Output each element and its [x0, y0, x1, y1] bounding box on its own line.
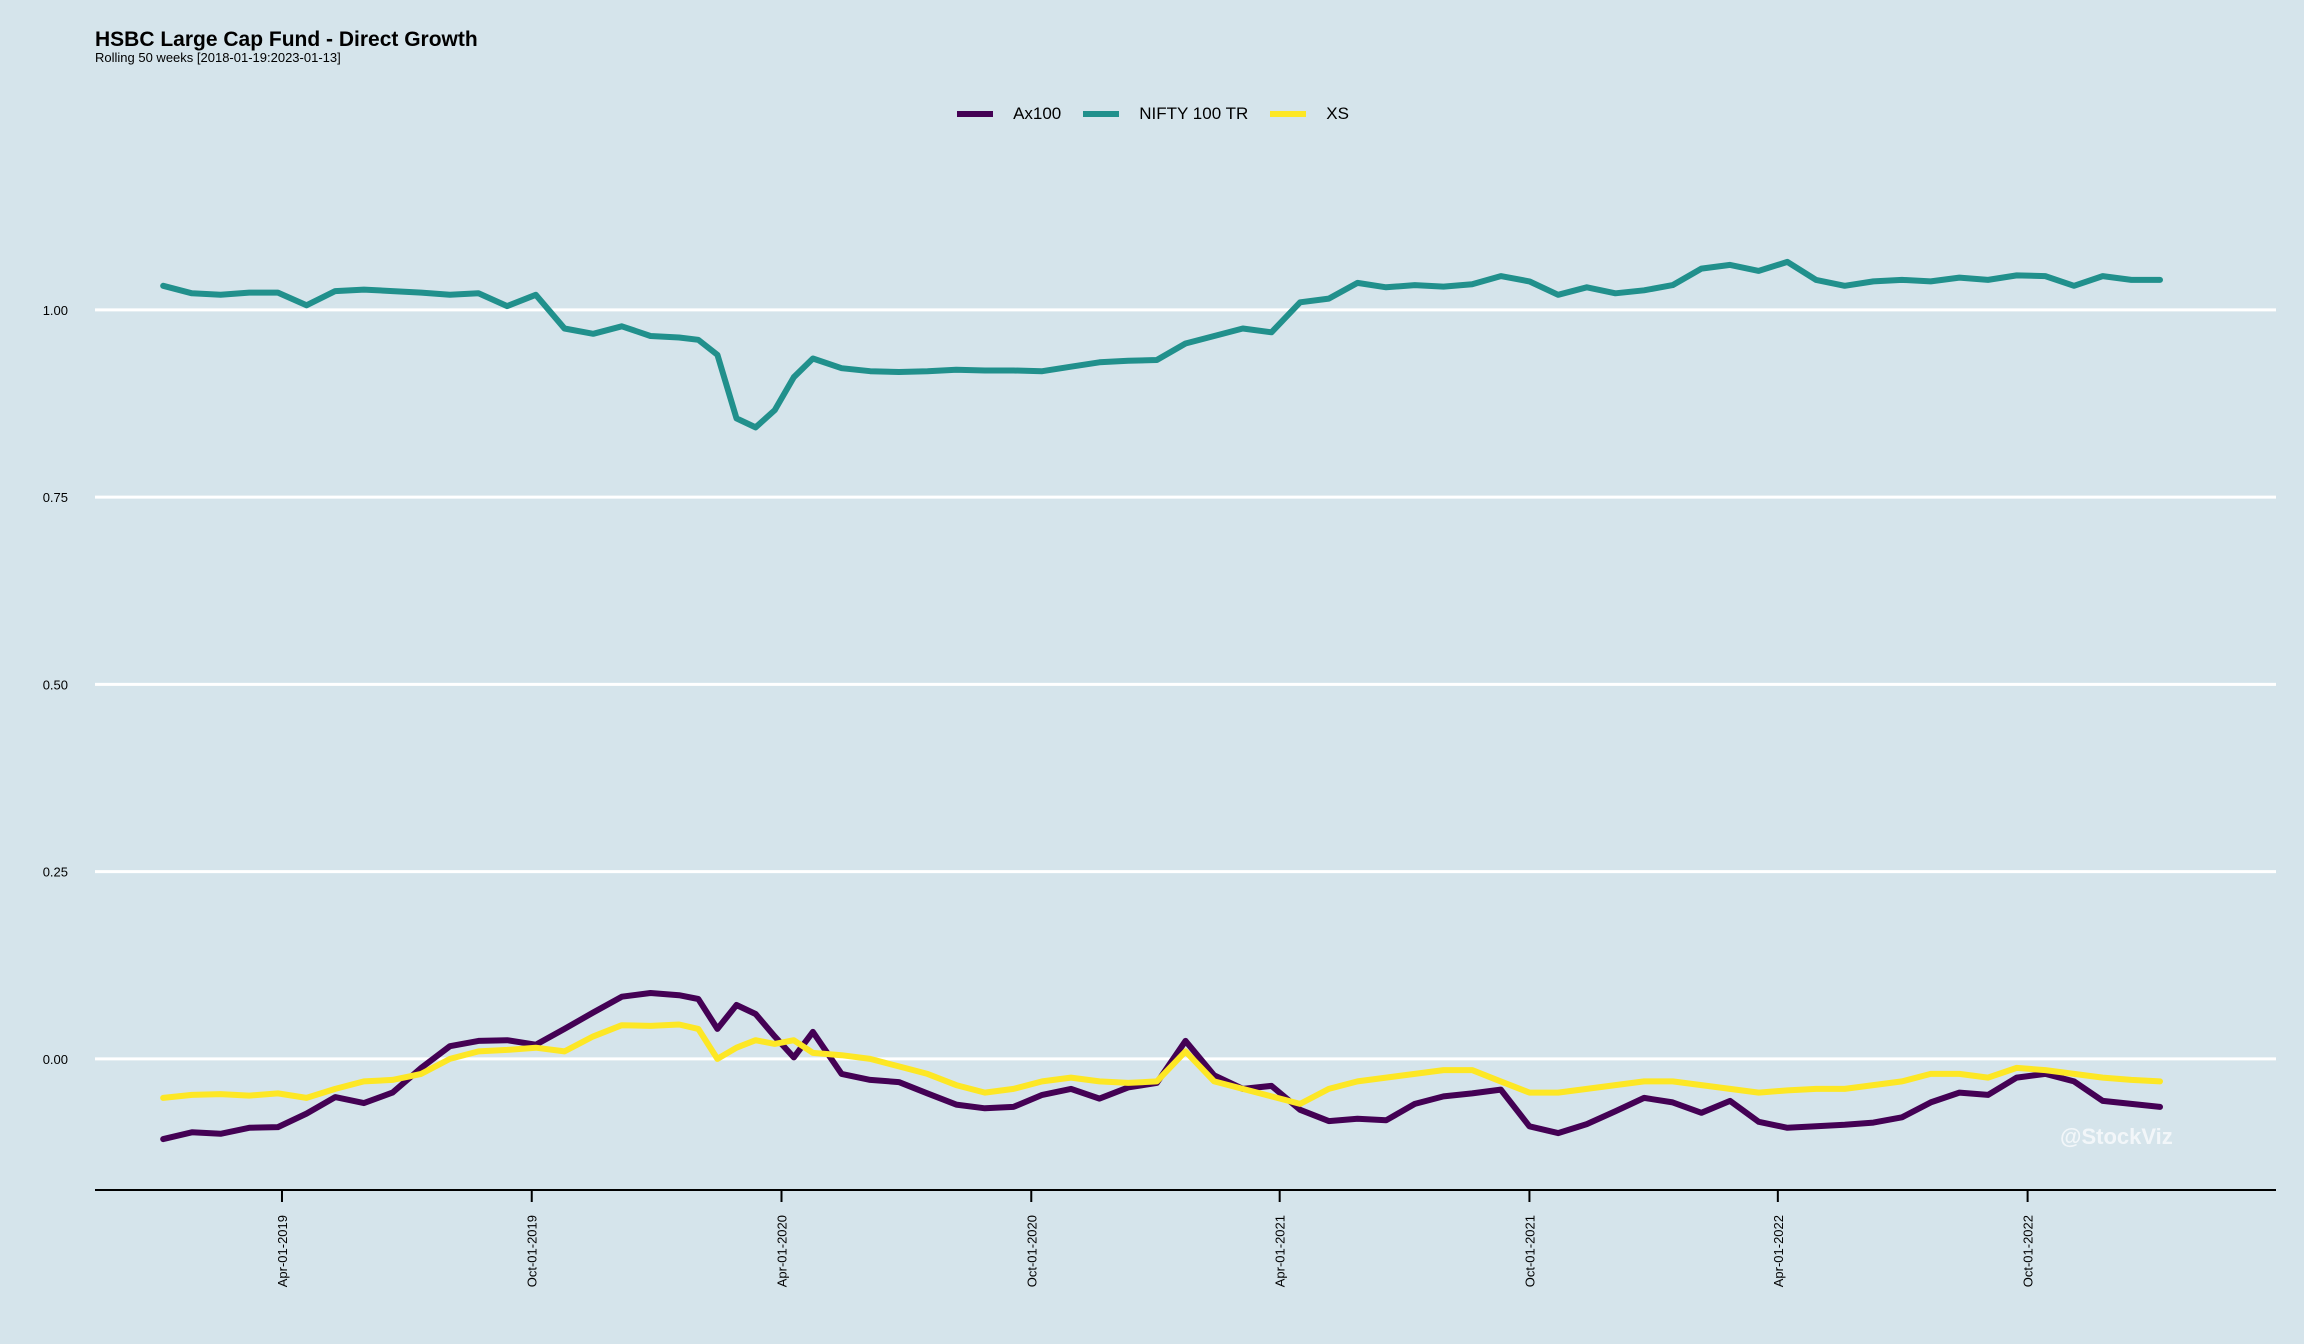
legend-item-ax100: Ax100: [957, 104, 1061, 124]
watermark: @StockViz: [2060, 1124, 2173, 1149]
x-tick-label: Apr-01-2022: [1771, 1215, 1786, 1287]
x-axis: Apr-01-2019 Oct-01-2019 Apr-01-2020 Oct-01-…: [95, 1189, 2276, 1287]
legend-label-ax100: Ax100: [1013, 104, 1062, 123]
x-tick-label: Oct-01-2021: [1522, 1215, 1537, 1287]
chart-subtitle: Rolling 50 weeks [2018-01-19:2023-01-13]: [95, 50, 341, 65]
series-line-xs: [160, 1021, 2163, 1107]
y-tick-label: 0.25: [43, 865, 68, 880]
legend-swatch-nifty-100-tr: [1083, 111, 1120, 117]
legend-swatch-ax100: [957, 111, 994, 117]
y-tick-label: 0.50: [43, 677, 68, 692]
series-line-nifty-100-tr: [160, 258, 2163, 431]
x-tick-label: Apr-01-2021: [1273, 1215, 1288, 1287]
x-tick-label: Apr-01-2019: [275, 1215, 290, 1287]
series-line-ax100: [160, 990, 2163, 1143]
x-tick-label: Oct-01-2019: [525, 1215, 540, 1287]
x-tick-label: Oct-01-2020: [1024, 1215, 1039, 1287]
legend-label-xs: XS: [1326, 104, 1349, 123]
y-axis-labels: 0.00 0.25 0.50 0.75 1.00: [43, 303, 68, 1067]
y-tick-label: 0.00: [43, 1052, 68, 1067]
y-tick-label: 1.00: [43, 303, 68, 318]
legend-item-xs: XS: [1270, 104, 1349, 124]
legend-item-nifty-100-tr: NIFTY 100 TR: [1083, 104, 1248, 124]
grid-lines: [95, 308, 2276, 1061]
chart-title: HSBC Large Cap Fund - Direct Growth: [95, 28, 478, 51]
legend-label-nifty-100-tr: NIFTY 100 TR: [1139, 104, 1249, 123]
legend-swatch-xs: [1270, 111, 1307, 117]
x-tick-label: Apr-01-2020: [775, 1215, 790, 1287]
legend: Ax100 NIFTY 100 TR XS: [0, 104, 2304, 124]
x-tick-label: Oct-01-2022: [2021, 1215, 2036, 1287]
y-tick-label: 0.75: [43, 490, 68, 505]
series-lines: [160, 258, 2163, 1143]
